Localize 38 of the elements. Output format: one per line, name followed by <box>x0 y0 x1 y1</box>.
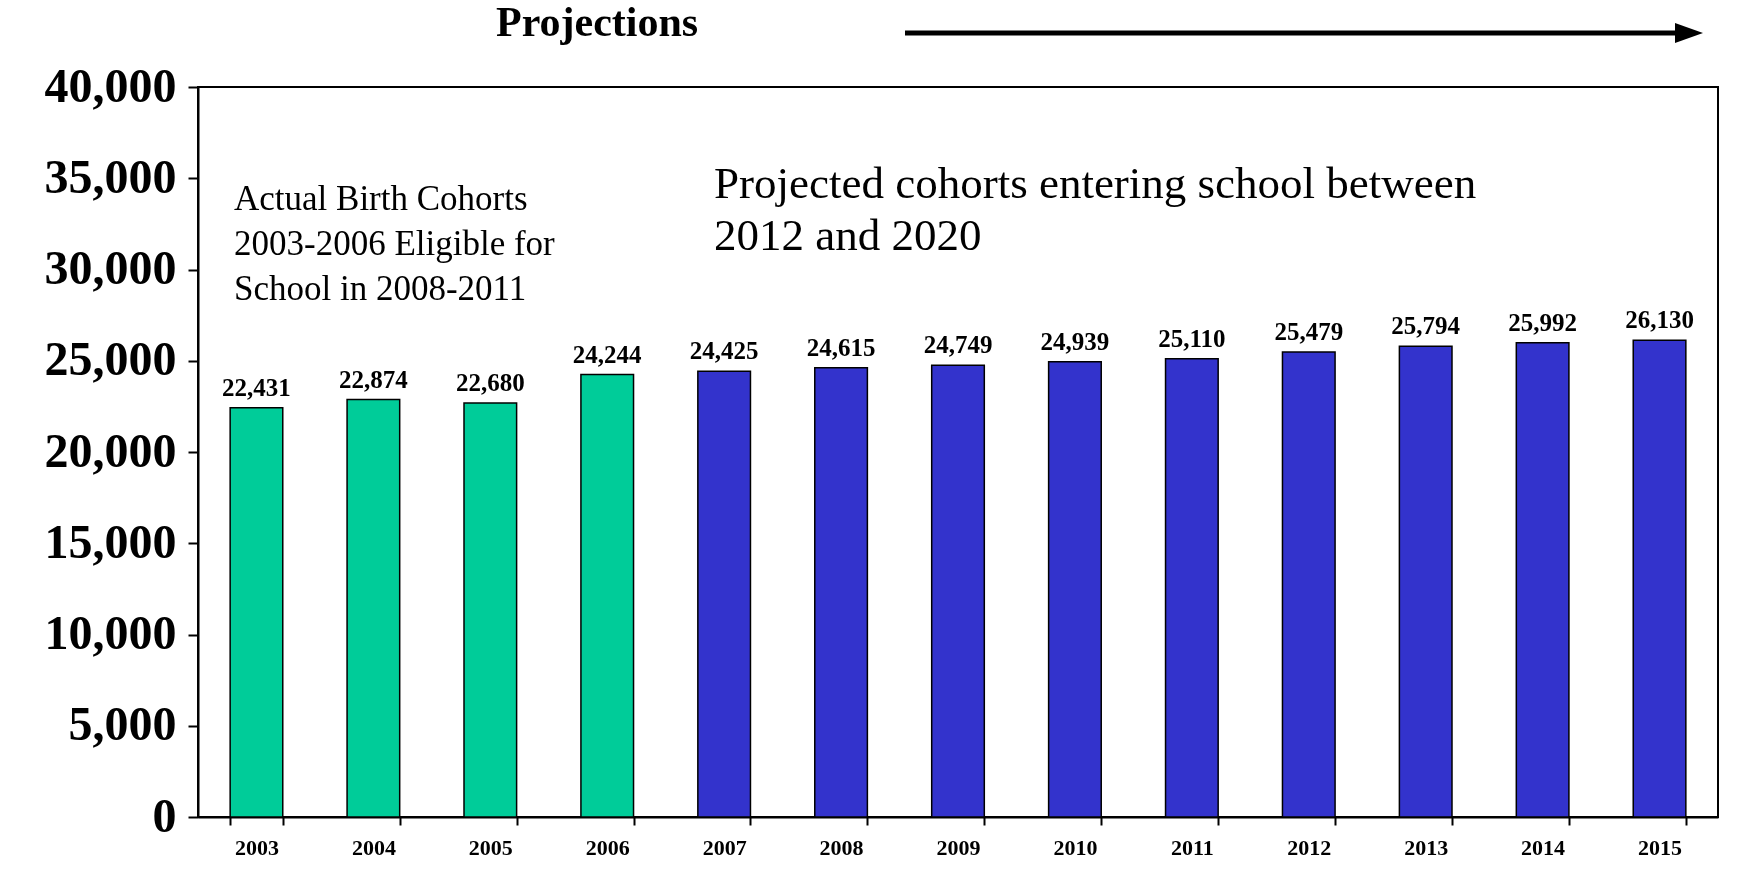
x-tick-label: 2008 <box>819 834 864 860</box>
data-label: 24,425 <box>689 337 759 365</box>
data-label: 24,749 <box>923 331 993 359</box>
x-tick-label: 2014 <box>1521 834 1566 860</box>
x-tick-label: 2003 <box>234 834 279 860</box>
x-tick-label: 2012 <box>1287 834 1332 860</box>
x-tick-label: 2007 <box>702 834 747 860</box>
y-tick-label: 5,000 <box>68 697 177 751</box>
y-tick-label: 40,000 <box>44 58 177 112</box>
y-tick-label: 15,000 <box>44 514 177 568</box>
annotation: Actual Birth Cohorts 2003-2006 Eligible for School in 2008-2011 <box>234 179 556 308</box>
x-tick-label: 2013 <box>1404 834 1449 860</box>
x-tick-label: 2005 <box>468 834 513 860</box>
x-tick-label: 2015 <box>1638 834 1683 860</box>
data-label: 24,615 <box>806 333 876 361</box>
data-label: 22,431 <box>222 373 291 401</box>
y-tick-label: 0 <box>152 788 177 842</box>
y-tick-label: 35,000 <box>44 149 177 203</box>
x-tick-label: 2011 <box>1170 834 1214 860</box>
data-label: 25,992 <box>1508 308 1577 336</box>
data-label: 25,479 <box>1274 318 1344 346</box>
data-label: 24,244 <box>572 340 643 368</box>
data-label: 25,110 <box>1158 324 1226 352</box>
data-label: 26,130 <box>1625 306 1694 334</box>
y-tick-label: 20,000 <box>44 423 177 477</box>
y-tick-label: 25,000 <box>44 332 177 386</box>
x-tick-label: 2009 <box>936 834 981 860</box>
x-tick-label: 2004 <box>351 834 396 860</box>
data-label: 25,794 <box>1391 312 1461 340</box>
annotation: Projected cohorts entering school between 2012 and 2020 <box>714 158 1477 260</box>
chart-title: Projections <box>496 0 699 45</box>
data-label: 22,874 <box>339 365 409 393</box>
data-label: 24,939 <box>1040 327 1110 355</box>
x-tick-label: 2010 <box>1053 834 1098 860</box>
x-tick-label: 2006 <box>585 834 630 860</box>
y-tick-label: 30,000 <box>44 241 177 294</box>
data-label: 22,680 <box>455 369 525 397</box>
y-tick-label: 10,000 <box>44 606 177 659</box>
